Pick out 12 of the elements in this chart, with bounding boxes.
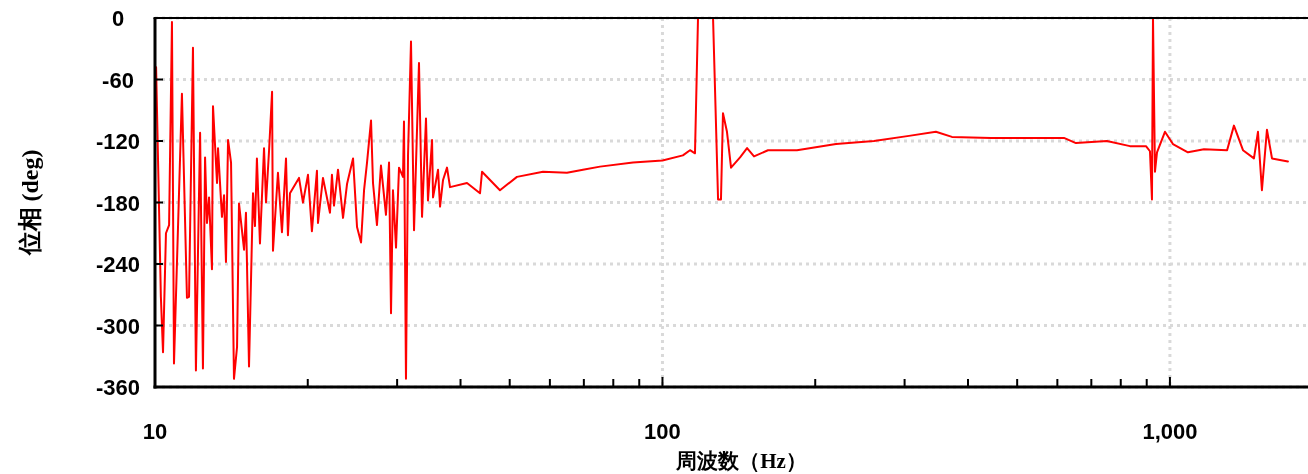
x-tick-label: 10 xyxy=(142,419,168,444)
y-axis-title: 位相 (deg) xyxy=(17,149,43,257)
x-tick-label: 100 xyxy=(644,419,681,444)
y-tick-label: -360 xyxy=(95,375,141,400)
y-tick-label: -60 xyxy=(102,67,134,93)
x-axis-title: 周波数（Hz） xyxy=(675,449,807,473)
y-tick-label: -300 xyxy=(95,313,141,339)
x-tick-label: 1,000 xyxy=(1142,419,1198,444)
y-tick-label: -240 xyxy=(95,252,141,277)
y-tick-label: -120 xyxy=(95,129,141,154)
y-tick-label: -180 xyxy=(95,190,141,216)
y-tick-label: 0 xyxy=(111,6,125,31)
